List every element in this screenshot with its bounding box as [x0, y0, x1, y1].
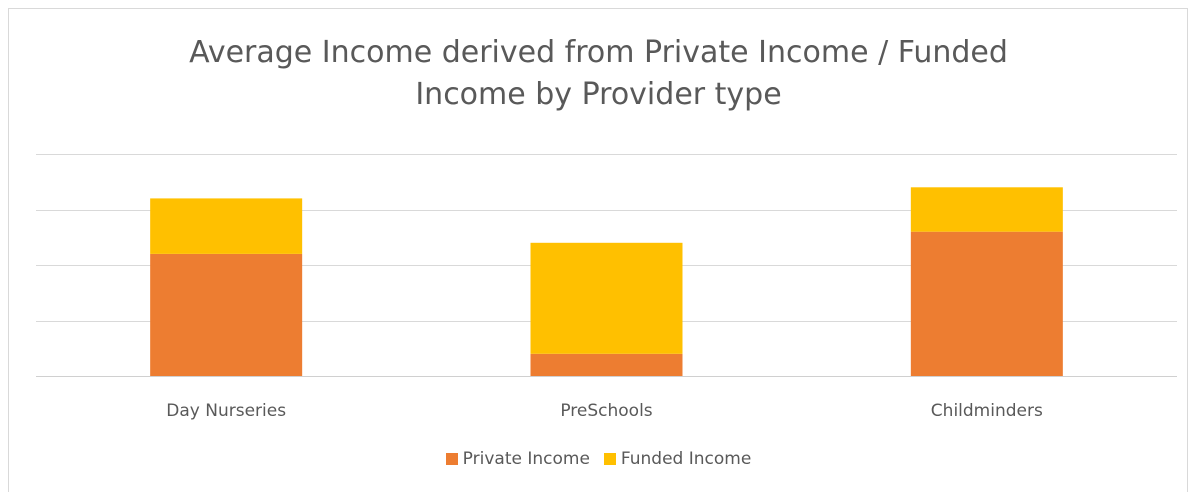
bar-private-income-day-nurseries: [150, 253, 303, 376]
x-tick-label: Day Nurseries: [166, 401, 286, 421]
legend: Private Income Funded Income: [0, 449, 1197, 469]
legend-item-funded-income: Funded Income: [603, 449, 752, 469]
chart-title-line-1: Average Income derived from Private Inco…: [189, 35, 1008, 70]
bar-private-income-preschools: [530, 353, 683, 376]
chart-title: Average Income derived from Private Inco…: [0, 32, 1197, 116]
x-tick-label: Childminders: [931, 401, 1043, 421]
legend-label-private-income: Private Income: [462, 449, 590, 469]
category-labels: Day Nurseries PreSchools Childminders: [166, 401, 1043, 421]
legend-swatch-funded-income: [603, 453, 616, 465]
chart-title-line-2: Income by Provider type: [415, 77, 782, 112]
bars: [150, 187, 1063, 376]
x-tick-label: PreSchools: [560, 401, 652, 421]
bar-private-income-childminders: [910, 231, 1063, 376]
legend-item-private-income: Private Income: [445, 449, 590, 469]
bar-funded-income-day-nurseries: [150, 198, 303, 254]
bar-funded-income-preschools: [530, 242, 683, 354]
legend-label-funded-income: Funded Income: [620, 449, 752, 469]
legend-swatch-private-income: [445, 453, 458, 465]
bar-funded-income-childminders: [910, 187, 1063, 232]
